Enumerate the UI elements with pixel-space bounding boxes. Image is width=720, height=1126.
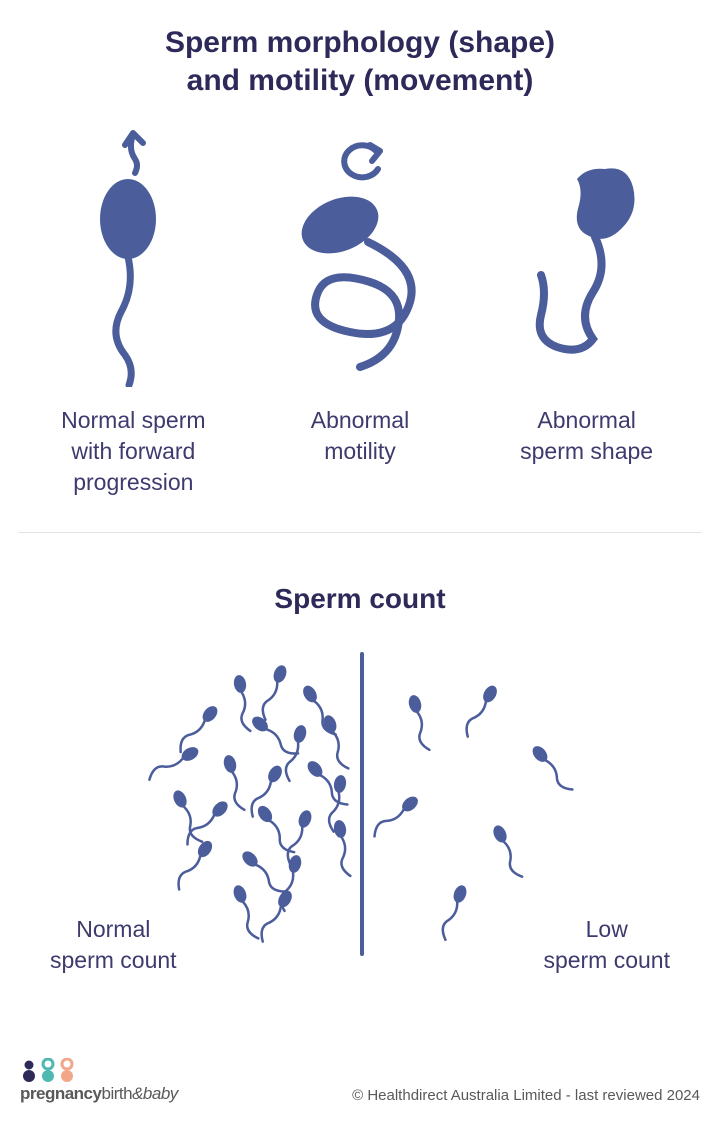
sperm-count-figure — [100, 634, 620, 974]
brand-w3: baby — [143, 1084, 178, 1103]
cap1-l1: Normal sperm — [61, 407, 205, 433]
cap2-l1: Abnormal — [311, 407, 409, 433]
count-title-text: Sperm count — [274, 583, 445, 614]
cap3-l1: Abnormal — [537, 407, 635, 433]
cap1-l2: with forward — [71, 438, 195, 464]
normal-count-group — [145, 664, 354, 944]
low-count-group — [369, 683, 575, 941]
abnormal-shape-cell — [474, 157, 698, 387]
brand-w2: birth — [101, 1084, 132, 1103]
abnormal-shape-sperm-icon — [517, 157, 657, 387]
sperm-illustrations-row — [20, 127, 700, 387]
brand-w1: pregnancy — [20, 1084, 101, 1103]
brand-logo: pregnancybirth&baby — [20, 1060, 178, 1104]
section-divider — [18, 532, 702, 533]
copyright-text: © Healthdirect Australia Limited - last … — [352, 1087, 700, 1104]
normal-sperm-icon — [73, 177, 193, 387]
cap3-l2: sperm shape — [520, 438, 653, 464]
caption-normal: Normal sperm with forward progression — [21, 405, 245, 498]
morphology-section: Sperm morphology (shape) and motility (m… — [0, 0, 720, 498]
footer: pregnancybirth&baby © Healthdirect Austr… — [20, 1060, 700, 1104]
count-section: Sperm count — [0, 557, 720, 976]
normal-sperm-cell — [21, 127, 245, 387]
caption-row: Normal sperm with forward progression Ab… — [20, 405, 700, 498]
brand-text: pregnancybirth&baby — [20, 1084, 178, 1104]
title-line1: Sperm morphology (shape) — [165, 26, 555, 59]
cap2-l2: motility — [324, 438, 396, 464]
section2-title: Sperm count — [20, 557, 700, 616]
cap1-l3: progression — [73, 469, 193, 495]
forward-arrow-icon — [113, 127, 153, 177]
abnormal-motility-sperm-icon — [270, 187, 450, 387]
brand-amp: & — [132, 1084, 143, 1103]
section1-title: Sperm morphology (shape) and motility (m… — [20, 0, 700, 99]
circular-arrow-icon — [330, 141, 390, 187]
title-line2: and motility (movement) — [187, 64, 534, 97]
brand-dots-icon — [20, 1060, 178, 1082]
caption-shape: Abnormal sperm shape — [474, 405, 698, 498]
caption-motility: Abnormal motility — [248, 405, 472, 498]
abnormal-motility-cell — [248, 141, 472, 387]
